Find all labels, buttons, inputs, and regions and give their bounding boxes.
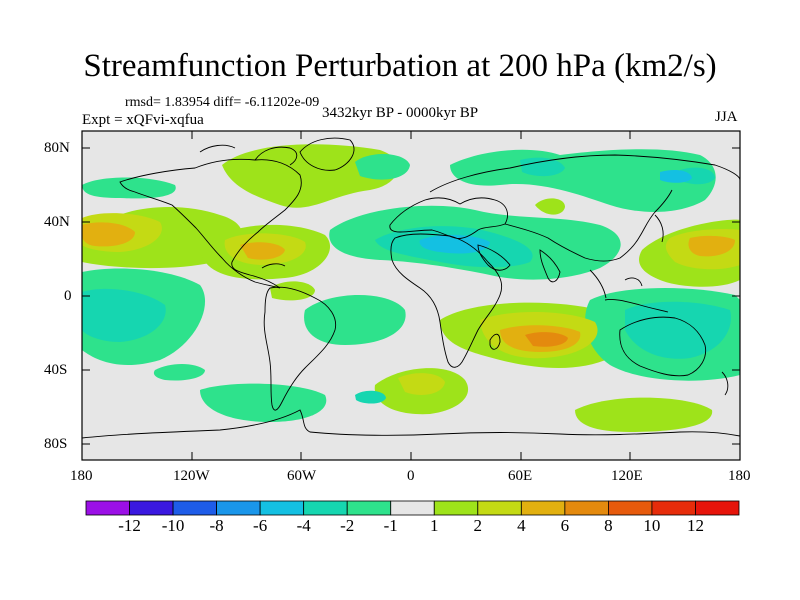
colorbar-box [520,500,566,516]
colorbar-level-label: 2 [473,516,483,535]
colorbar-box [390,500,435,516]
colorbar-box [172,500,217,516]
colorbar-level-label: 12 [686,516,704,535]
colorbar-level-label: -6 [253,516,268,535]
colorbar-level-label: -12 [118,516,141,535]
colorbar-box [216,500,261,516]
colorbar-level-label: -8 [209,516,224,535]
colorbar [85,500,740,516]
axis-ticks [82,131,740,460]
colorbar-level-label: 10 [643,516,661,535]
colorbar-box [608,500,653,516]
x-tick-label: 180 [728,468,751,484]
colorbar-box [85,500,130,516]
y-tick-label: 80N [44,140,70,156]
colorbar-box [259,500,305,516]
stats-label: rmsd= 1.83954 diff= -6.11202e-09 [125,95,320,110]
colorbar-box [303,500,348,516]
colorbar-box [346,500,392,516]
colorbar-level-label: 6 [560,516,570,535]
x-tick-label: 60W [287,468,317,484]
y-tick-label: 80S [44,436,68,452]
figure-title: Streamfunction Perturbation at 200 hPa (… [83,48,717,84]
colorbar-box [129,500,174,516]
x-tick-label: 0 [407,468,415,484]
x-tick-label: 60E [508,468,533,484]
x-tick-label: 120W [173,468,210,484]
colorbar-box [433,500,479,516]
colorbar-level-label: -1 [383,516,398,535]
colorbar-box [695,500,740,516]
x-tick-label: 120E [611,468,643,484]
colorbar-box [564,500,609,516]
experiment-label: Expt = xQFvi-xqfua [82,112,204,128]
colorbar-level-label: -4 [296,516,311,535]
colorbar-level-label: 4 [517,516,526,535]
colorbar-level-label: -2 [340,516,355,535]
colorbar-level-label: 1 [430,516,439,535]
colorbar-box [651,500,696,516]
period-label: 3432kyr BP - 0000kyr BP [322,105,479,121]
contour-fields [82,144,740,432]
season-label: JJA [715,109,738,125]
y-tick-label: 40N [44,214,70,230]
coastlines [82,137,740,439]
colorbar-box [477,500,522,516]
colorbar-level-label: -10 [161,516,185,535]
y-tick-label: 40S [44,362,68,378]
x-tick-label: 180 [70,468,93,484]
colorbar-level-label: 8 [604,516,613,535]
y-tick-label: 0 [64,288,72,304]
